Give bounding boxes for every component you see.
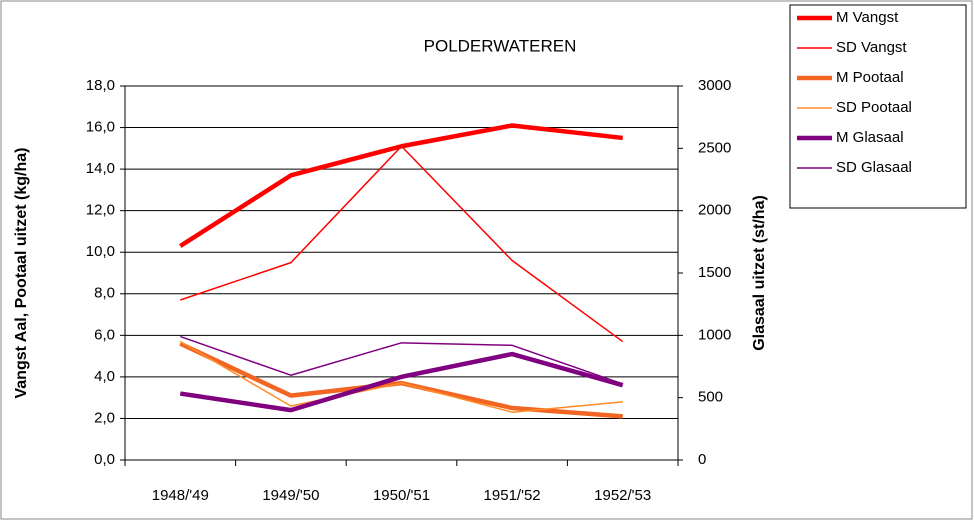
x-tick-label: 1951/'52 — [484, 487, 541, 504]
y-tick-label: 4,0 — [94, 368, 115, 385]
legend-label: M Vangst — [836, 9, 899, 26]
chart-title: POLDERWATEREN — [424, 36, 577, 55]
y2-tick-label: 3000 — [698, 77, 731, 94]
y2-tick-label: 1500 — [698, 264, 731, 281]
y-tick-label: 8,0 — [94, 285, 115, 302]
legend-label: SD Pootaal — [836, 99, 912, 116]
y2-axis-label: Glasaal uitzet (st/ha) — [751, 195, 768, 351]
legend-label: M Glasaal — [836, 129, 904, 146]
x-tick-label: 1949/'50 — [262, 487, 319, 504]
series-line — [180, 145, 624, 343]
y2-tick-label: 500 — [698, 389, 723, 406]
y-tick-label: 0,0 — [94, 451, 115, 468]
y-tick-label: 10,0 — [86, 243, 115, 260]
legend-label: SD Glasaal — [836, 159, 912, 176]
y2-tick-label: 1000 — [698, 326, 731, 343]
y-tick-label: 16,0 — [86, 119, 115, 136]
y-axis-label: Vangst Aal, Pootaal uitzet (kg/ha) — [13, 148, 30, 399]
series-line — [180, 335, 623, 385]
y-tick-label: 6,0 — [94, 326, 115, 343]
y-tick-label: 12,0 — [86, 202, 115, 219]
y2-tick-label: 0 — [698, 451, 706, 468]
x-tick-label: 1948/'49 — [152, 487, 209, 504]
x-tick-label: 1952/'53 — [594, 487, 651, 504]
legend-box — [789, 4, 967, 209]
y-tick-label: 18,0 — [86, 77, 115, 94]
y-tick-label: 2,0 — [94, 409, 115, 426]
legend-label: M Pootaal — [836, 69, 904, 86]
y-tick-label: 14,0 — [86, 160, 115, 177]
y2-tick-label: 2500 — [698, 139, 731, 156]
legend-label: SD Vangst — [836, 39, 907, 56]
series-line — [179, 340, 623, 413]
x-tick-label: 1950/'51 — [373, 487, 430, 504]
y2-tick-label: 2000 — [698, 202, 731, 219]
series-line — [179, 351, 624, 413]
